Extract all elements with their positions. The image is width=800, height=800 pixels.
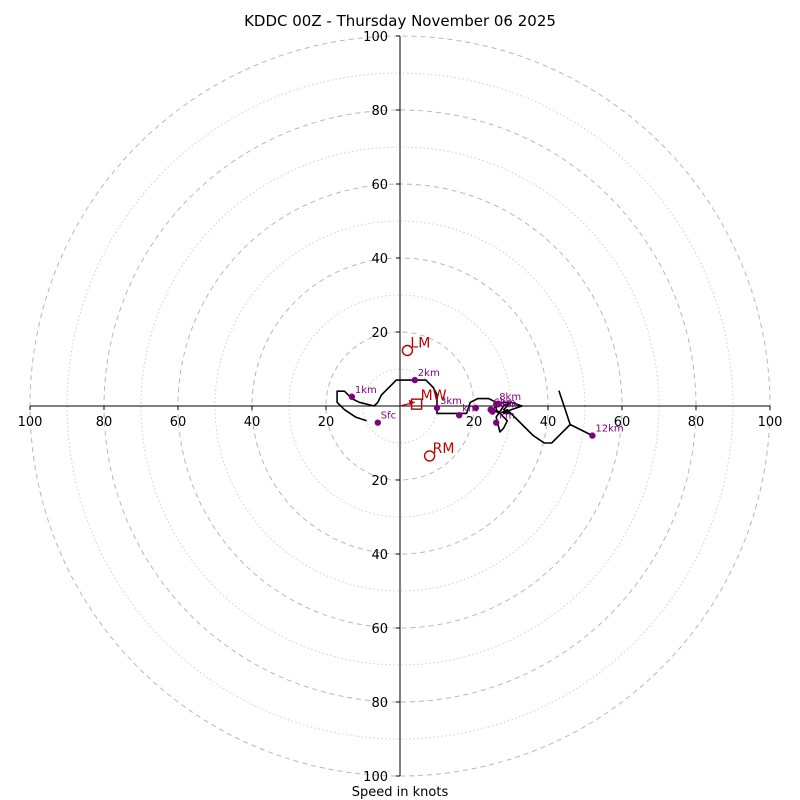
mean-wind-label: MW bbox=[421, 388, 447, 404]
height-marker-point bbox=[472, 404, 480, 412]
y-tick-label: 40 bbox=[371, 252, 388, 267]
height-marker-label: 6km bbox=[494, 398, 516, 409]
height-marker-label: Sfc bbox=[381, 411, 396, 422]
y-tick-label: 40 bbox=[371, 548, 388, 563]
height-marker-label: 12km bbox=[595, 424, 623, 435]
shear-arrow-head bbox=[408, 399, 415, 406]
height-marker-point bbox=[589, 432, 596, 439]
lm-storm-label: LM bbox=[410, 336, 430, 352]
height-marker-label: km bbox=[462, 403, 478, 414]
lm-storm-marker bbox=[401, 344, 414, 357]
x-tick-label: 40 bbox=[244, 415, 261, 430]
height-marker-label: 8km bbox=[499, 392, 521, 403]
x-tick-label: 100 bbox=[18, 415, 43, 430]
hodograph-trace bbox=[336, 379, 593, 444]
height-marker-point bbox=[433, 404, 441, 412]
x-axis-label: Speed in knots bbox=[352, 785, 449, 800]
hodograph-trace-group bbox=[336, 379, 593, 444]
storm-motion-markers: LM RM MW bbox=[399, 336, 455, 462]
height-marker-point bbox=[456, 412, 463, 419]
height-marker-label: 9km bbox=[496, 400, 518, 411]
y-tick-label: 100 bbox=[363, 770, 388, 785]
height-marker-point bbox=[348, 393, 356, 400]
height-marker-label: 1km bbox=[355, 385, 377, 396]
x-tick-label: 80 bbox=[688, 415, 705, 430]
y-tick-label: 60 bbox=[371, 622, 388, 637]
y-tick-label: 80 bbox=[371, 104, 388, 119]
y-tick-label: 80 bbox=[371, 696, 388, 711]
chart-title: KDDC 00Z - Thursday November 06 2025 bbox=[244, 12, 556, 30]
height-marker-label: 2km bbox=[418, 368, 440, 379]
x-tick-label: 100 bbox=[758, 415, 783, 430]
x-tick-label: 60 bbox=[614, 415, 631, 430]
height-marker-label: km bbox=[499, 411, 515, 422]
x-tick-label: 40 bbox=[540, 415, 557, 430]
y-tick-label: 100 bbox=[363, 30, 388, 45]
x-tick-label: 80 bbox=[96, 415, 113, 430]
tick-labels: 100 80 60 40 20 20 40 60 80 100 100 80 60 40 20 20 40 60 8… bbox=[18, 30, 783, 785]
x-tick-label: 60 bbox=[170, 415, 187, 430]
x-tick-label: 20 bbox=[318, 415, 335, 430]
rm-storm-marker bbox=[423, 450, 436, 462]
y-tick-label: 20 bbox=[371, 474, 388, 489]
y-tick-label: 60 bbox=[371, 178, 388, 193]
height-marker-point bbox=[489, 408, 496, 415]
height-marker-point bbox=[493, 400, 500, 408]
y-tick-label: 20 bbox=[371, 326, 388, 341]
x-tick-label: 20 bbox=[466, 415, 483, 430]
height-marker-point bbox=[374, 419, 381, 426]
rm-storm-label: RM bbox=[433, 441, 455, 457]
height-marker-label: 3km bbox=[440, 396, 462, 407]
height-marker-point bbox=[411, 376, 418, 384]
height-marker-point bbox=[493, 419, 500, 426]
